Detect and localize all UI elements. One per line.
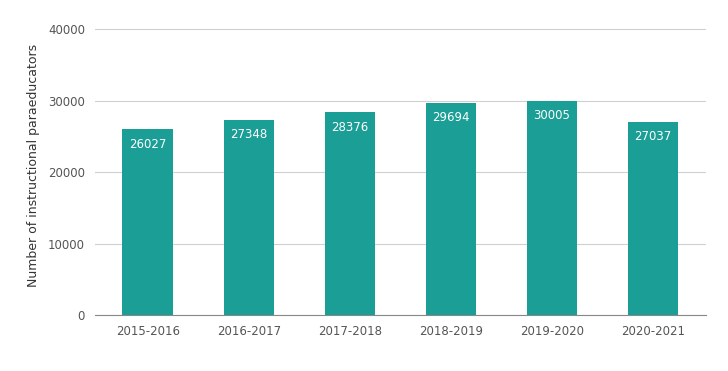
Bar [325,112,375,315]
Bar [426,103,476,315]
Text: 27348: 27348 [230,128,267,141]
Text: 27037: 27037 [635,131,672,144]
Text: 28376: 28376 [331,121,368,134]
Bar [223,120,274,315]
Text: 30005: 30005 [534,109,571,122]
Y-axis label: Number of instructional paraeducators: Number of instructional paraeducators [27,43,39,287]
Text: 26027: 26027 [129,138,167,151]
Bar [122,129,173,315]
Bar [628,122,678,315]
Text: 29694: 29694 [432,111,470,125]
Bar [527,101,577,315]
